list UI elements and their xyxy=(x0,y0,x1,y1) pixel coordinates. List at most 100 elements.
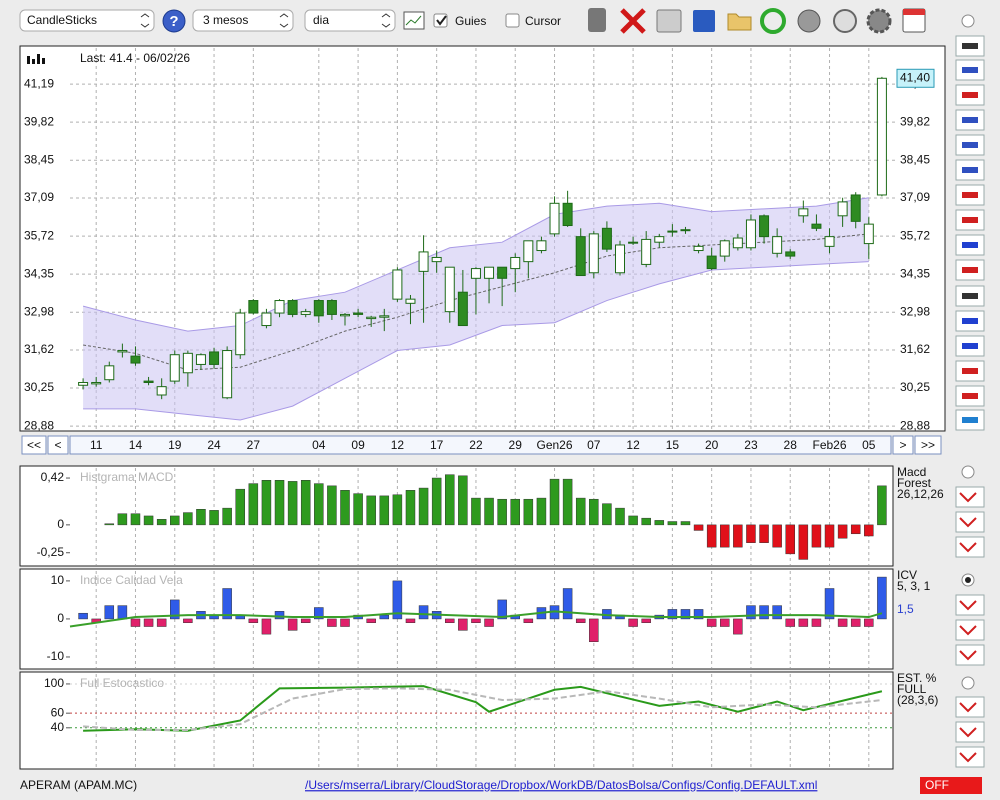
tool-button[interactable] xyxy=(955,486,985,508)
tool-glyph xyxy=(962,142,978,148)
bar xyxy=(706,524,717,548)
bar xyxy=(759,524,769,543)
tool-button[interactable] xyxy=(955,594,985,616)
y-tick-label-right: 30,25 xyxy=(900,380,930,394)
tool-button[interactable] xyxy=(955,644,985,666)
bar xyxy=(471,497,481,526)
x-tick-label: 27 xyxy=(247,438,261,452)
y-tick-label: 35,72 xyxy=(24,228,54,242)
radio[interactable] xyxy=(961,465,975,479)
tool-button[interactable] xyxy=(955,536,985,558)
candle-body xyxy=(235,312,246,356)
nav-button[interactable] xyxy=(892,435,914,455)
chart-icon[interactable] xyxy=(403,11,425,30)
series-line xyxy=(83,685,883,732)
legend-text: ICV xyxy=(897,568,917,582)
x-tick-label: 14 xyxy=(129,438,143,452)
nav-text: < xyxy=(54,438,61,452)
radio-dot xyxy=(965,577,971,583)
radio[interactable] xyxy=(961,14,975,28)
chart-title: Last: 41.4 - 06/02/26 xyxy=(80,51,190,65)
interval-select[interactable] xyxy=(304,9,396,32)
radio[interactable] xyxy=(961,676,975,690)
y-tick-label-right: 39,82 xyxy=(900,114,930,128)
config-path[interactable]: /Users/mserra/Library/CloudStorage/Dropb… xyxy=(305,778,817,792)
bar xyxy=(379,495,390,526)
nav-button[interactable] xyxy=(21,435,47,455)
candle-body xyxy=(300,311,311,315)
bar xyxy=(366,618,376,623)
candle-body xyxy=(366,316,377,320)
delete-icon[interactable] xyxy=(620,8,646,34)
candle-body xyxy=(497,266,508,279)
settings-icon[interactable] xyxy=(866,8,892,34)
bar xyxy=(667,609,678,620)
candle-body xyxy=(431,256,442,263)
tool-button[interactable] xyxy=(955,619,985,641)
bar xyxy=(170,599,180,620)
open-icon[interactable] xyxy=(727,13,752,31)
state-badge[interactable] xyxy=(920,777,982,794)
save-icon[interactable] xyxy=(693,10,715,32)
bar xyxy=(733,618,743,635)
bar xyxy=(497,498,507,526)
tool-glyph xyxy=(962,343,978,349)
calendar-top xyxy=(903,9,925,15)
bar xyxy=(183,618,193,623)
candle-body xyxy=(510,256,521,270)
guides-checkbox[interactable] xyxy=(433,13,448,28)
candle-body xyxy=(759,215,770,238)
bar xyxy=(117,605,128,620)
x-tick-label: 12 xyxy=(626,438,640,452)
bar xyxy=(864,524,874,537)
tool-button[interactable] xyxy=(955,511,985,533)
candle-body xyxy=(798,208,809,217)
bar xyxy=(366,495,376,526)
bar xyxy=(143,515,154,526)
nav-button[interactable] xyxy=(47,435,69,455)
nav-button[interactable] xyxy=(914,435,942,455)
y-tick-label: 100 xyxy=(44,676,64,690)
tool-button[interactable] xyxy=(955,721,985,743)
bar xyxy=(589,618,599,643)
candle-body xyxy=(156,386,167,396)
tool-glyph xyxy=(962,117,978,123)
candle-body xyxy=(667,230,678,233)
euro-icon[interactable] xyxy=(833,9,857,33)
interval-text: dia xyxy=(313,13,329,27)
trash-icon[interactable] xyxy=(588,8,606,32)
candle-body xyxy=(876,77,887,196)
candle-body xyxy=(523,240,534,263)
bar xyxy=(353,493,363,526)
period-select[interactable] xyxy=(192,9,294,32)
help-button[interactable] xyxy=(162,9,186,33)
chart-type-select[interactable] xyxy=(19,9,155,32)
tool-glyph xyxy=(962,368,978,374)
tool-glyph xyxy=(962,417,978,423)
globe-icon[interactable] xyxy=(797,9,821,33)
bar xyxy=(850,524,861,535)
bar xyxy=(130,513,141,526)
print-icon[interactable] xyxy=(656,9,682,33)
bar xyxy=(484,497,494,526)
tool-button[interactable] xyxy=(955,696,985,718)
bar xyxy=(785,618,795,627)
candle-body xyxy=(287,300,298,315)
select-arrows xyxy=(279,13,289,28)
refresh-icon[interactable] xyxy=(760,8,786,34)
bar xyxy=(811,618,822,627)
bar xyxy=(850,618,861,627)
candle-body xyxy=(732,237,743,249)
candle-body xyxy=(628,241,639,244)
last-price-label: 41,40 xyxy=(900,70,930,84)
bar xyxy=(379,614,390,620)
timeline[interactable] xyxy=(69,435,892,455)
x-tick-label: 15 xyxy=(666,438,680,452)
band-lower xyxy=(83,261,869,421)
bar xyxy=(733,524,743,548)
tool-button[interactable] xyxy=(955,746,985,768)
cursor-checkbox[interactable] xyxy=(505,13,520,28)
y-tick-label-right: 35,72 xyxy=(900,228,930,242)
